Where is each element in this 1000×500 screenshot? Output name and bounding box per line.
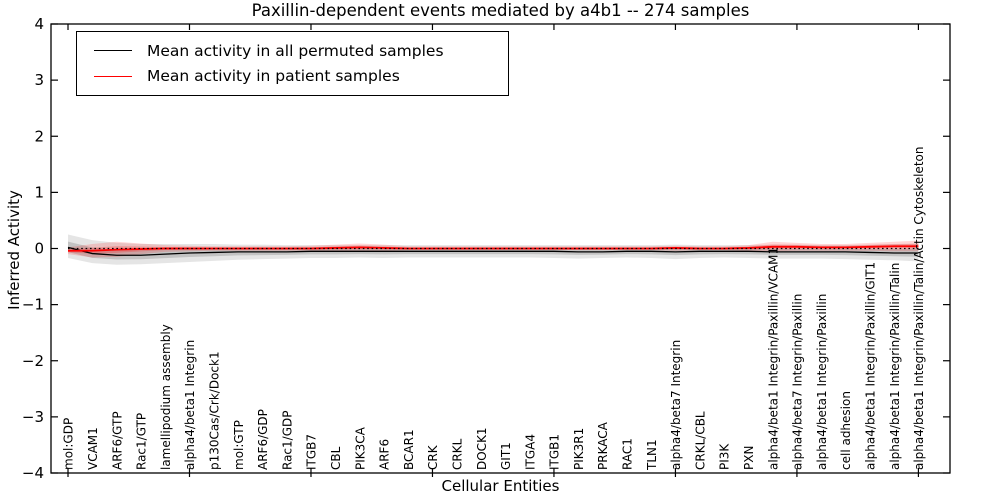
category-label: lamellipodium assembly: [159, 324, 173, 470]
y-tick-label: 0: [34, 240, 44, 258]
y-tick-label: −2: [22, 352, 44, 370]
legend-label-patient: Mean activity in patient samples: [147, 67, 400, 86]
legend-label-permuted: Mean activity in all permuted samples: [147, 41, 444, 60]
y-axis-title: Inferred Activity: [5, 190, 23, 310]
category-label: alpha4/beta1 Integrin: [183, 340, 197, 470]
category-label: mol:GDP: [62, 418, 76, 470]
category-label: PRKACA: [596, 421, 610, 470]
category-label: PXN: [742, 446, 756, 470]
category-label: ARF6/GDP: [256, 409, 270, 470]
category-label: alpha4/beta7 Integrin/Paxillin: [791, 294, 805, 470]
legend-entry-permuted: Mean activity in all permuted samples: [77, 42, 508, 60]
category-label: alpha4/beta1 Integrin/Paxillin/VCAM1: [766, 247, 780, 470]
category-label: ARF6/GTP: [110, 411, 124, 470]
category-label: CRKL: [450, 438, 464, 470]
series-line-permuted: [67, 246, 919, 256]
category-label: ITGA4: [523, 434, 537, 470]
y-tick-label: −1: [22, 296, 44, 314]
y-tick-label: 3: [34, 71, 44, 89]
category-label: cell adhesion: [839, 391, 853, 470]
category-label: ITGB7: [305, 434, 319, 470]
category-label: DOCK1: [475, 427, 489, 470]
confidence-band-permuted: [68, 234, 919, 265]
category-label: RAC1: [621, 438, 635, 470]
category-label: p130Cas/Crk/Dock1: [207, 351, 221, 470]
legend: Mean activity in all permuted samples Me…: [76, 31, 509, 96]
category-label: alpha4/beta1 Integrin/Paxillin/Talin: [888, 263, 902, 470]
y-tick-label: 1: [34, 183, 44, 201]
category-label: CBL: [329, 446, 343, 470]
inner-confidence-band-permuted: [68, 241, 919, 260]
category-label: alpha4/beta1 Integrin/Paxillin/Talin/Act…: [912, 147, 926, 470]
x-axis-title: Cellular Entities: [441, 477, 560, 495]
category-label: alpha4/beta7 Integrin: [669, 340, 683, 470]
category-label: ARF6: [378, 439, 392, 470]
category-label: alpha4/beta1 Integrin/Paxillin: [815, 294, 829, 470]
category-label: PIK3R1: [572, 428, 586, 470]
category-label: PI3K: [718, 443, 732, 470]
permuted-line-sample-icon: [94, 50, 132, 52]
y-tick-label: −4: [22, 464, 44, 482]
category-label: ITGB1: [548, 434, 562, 470]
category-label: BCAR1: [402, 429, 416, 470]
y-tick-label: −3: [22, 408, 44, 426]
category-label: CRKL/CBL: [693, 411, 707, 470]
category-label: Rac1/GTP: [135, 413, 149, 470]
plot-border: [50, 23, 951, 474]
category-label: CRK: [426, 444, 440, 470]
category-label: TLN1: [645, 439, 659, 471]
chart-title: Paxillin-dependent events mediated by a4…: [251, 1, 750, 20]
category-label: alpha4/beta1 Integrin/Paxillin/GIT1: [864, 262, 878, 470]
legend-entry-patient: Mean activity in patient samples: [77, 67, 508, 85]
category-label: PIK3CA: [353, 426, 367, 470]
patient-line-sample-icon: [94, 75, 132, 77]
category-label: Rac1/GDP: [280, 411, 294, 470]
category-label: VCAM1: [86, 427, 100, 470]
y-tick-label: 2: [34, 127, 44, 145]
y-tick-label: 4: [34, 15, 44, 33]
category-label: mol:GTP: [232, 420, 246, 470]
category-label: GIT1: [499, 442, 513, 470]
